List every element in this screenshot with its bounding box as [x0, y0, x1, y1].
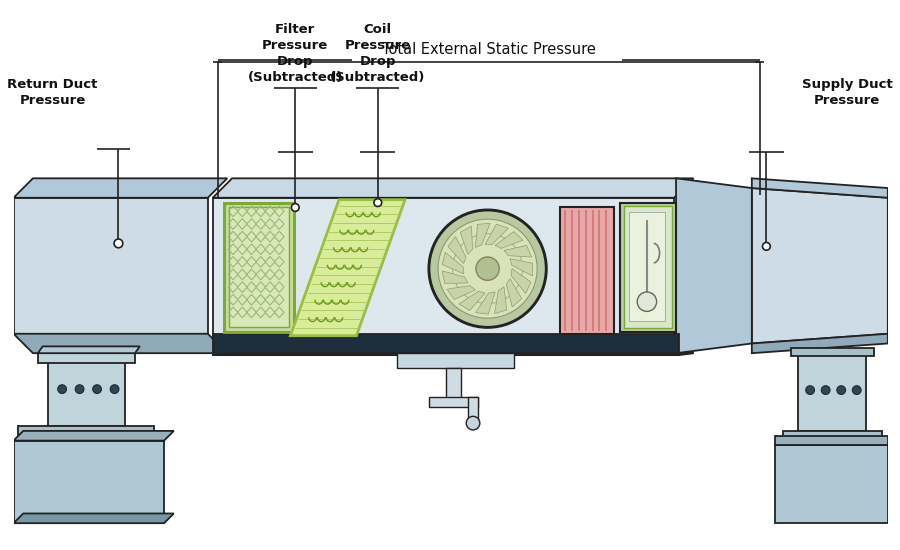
Polygon shape: [212, 353, 694, 355]
Polygon shape: [495, 287, 507, 314]
Polygon shape: [14, 334, 227, 353]
Polygon shape: [775, 446, 887, 523]
Polygon shape: [212, 339, 694, 353]
Polygon shape: [18, 426, 155, 441]
Polygon shape: [511, 268, 531, 294]
Polygon shape: [495, 232, 523, 249]
Polygon shape: [783, 431, 882, 446]
Bar: [624, 206, 672, 328]
Circle shape: [374, 199, 382, 206]
Polygon shape: [507, 279, 522, 307]
Circle shape: [762, 243, 770, 250]
Circle shape: [110, 385, 119, 393]
Polygon shape: [14, 514, 174, 523]
Polygon shape: [510, 258, 533, 276]
Polygon shape: [791, 348, 874, 356]
Polygon shape: [752, 334, 887, 353]
Polygon shape: [212, 198, 674, 339]
Polygon shape: [48, 353, 125, 426]
Circle shape: [466, 416, 480, 430]
Polygon shape: [476, 292, 495, 314]
Circle shape: [806, 386, 814, 394]
Polygon shape: [459, 292, 485, 310]
Polygon shape: [38, 346, 140, 353]
Text: Total External Static Pressure: Total External Static Pressure: [382, 42, 596, 57]
Text: Supply Duct
Pressure: Supply Duct Pressure: [802, 78, 893, 107]
Text: Filter
Pressure
Drop
(Subtracted): Filter Pressure Drop (Subtracted): [248, 23, 343, 84]
Circle shape: [637, 292, 657, 311]
Bar: [212, 334, 679, 355]
Circle shape: [93, 385, 102, 393]
Polygon shape: [442, 252, 464, 274]
Polygon shape: [485, 224, 508, 245]
Circle shape: [429, 211, 546, 327]
Polygon shape: [475, 223, 491, 248]
Polygon shape: [212, 178, 694, 198]
Polygon shape: [14, 198, 208, 334]
Circle shape: [822, 386, 830, 394]
Bar: [561, 207, 614, 334]
Bar: [397, 353, 514, 368]
Text: Coil
Pressure
Drop
(Subtracted): Coil Pressure Drop (Subtracted): [330, 23, 426, 84]
Circle shape: [852, 386, 861, 394]
Polygon shape: [14, 441, 164, 523]
Circle shape: [114, 239, 122, 248]
Circle shape: [837, 386, 846, 394]
Polygon shape: [38, 353, 135, 363]
Polygon shape: [291, 200, 405, 336]
Bar: [468, 397, 478, 421]
Polygon shape: [775, 436, 887, 446]
Circle shape: [58, 385, 67, 393]
Bar: [446, 368, 462, 399]
Circle shape: [453, 234, 523, 304]
Circle shape: [476, 257, 500, 280]
Polygon shape: [752, 178, 887, 198]
Polygon shape: [14, 431, 174, 441]
Bar: [429, 397, 478, 406]
Polygon shape: [447, 285, 475, 300]
Bar: [629, 212, 665, 321]
Polygon shape: [798, 353, 867, 431]
Circle shape: [76, 385, 84, 393]
Bar: [230, 207, 290, 327]
Polygon shape: [461, 226, 472, 254]
Circle shape: [292, 204, 299, 211]
Polygon shape: [752, 188, 887, 343]
Polygon shape: [504, 245, 532, 257]
Polygon shape: [14, 178, 227, 198]
Bar: [224, 202, 294, 332]
Polygon shape: [442, 271, 468, 283]
Text: Return Duct
Pressure: Return Duct Pressure: [7, 78, 97, 107]
Polygon shape: [676, 178, 752, 353]
Bar: [620, 202, 676, 332]
Circle shape: [438, 219, 537, 318]
Polygon shape: [448, 236, 466, 263]
